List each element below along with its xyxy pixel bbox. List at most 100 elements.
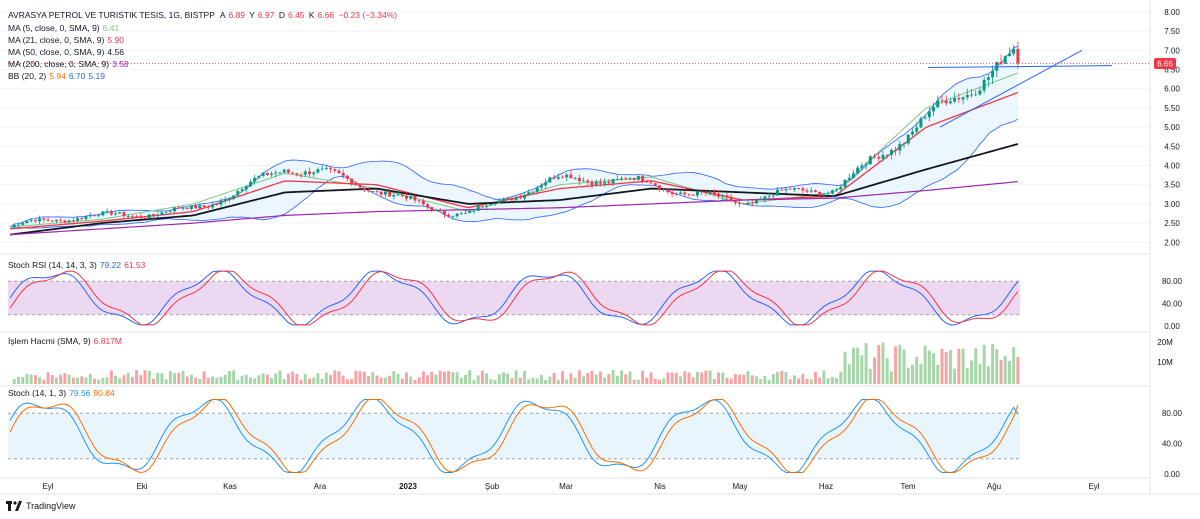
x-tick-label: Eyl (1088, 482, 1099, 491)
volume-bar (67, 374, 71, 384)
volume-bar (830, 377, 834, 384)
volume-bar (561, 371, 564, 384)
volume-bar (805, 378, 809, 384)
candle-body (611, 179, 615, 184)
volume-bar (185, 376, 189, 384)
candle-body (122, 212, 126, 217)
ma200-value: 3.58 (112, 59, 129, 69)
candle-body (333, 169, 337, 171)
x-tick-label: 2023 (399, 482, 417, 491)
volume-bar (725, 377, 729, 384)
candle-body (632, 178, 636, 180)
x-axis-labels: Eyl Eki Kas Ara 2023 Şub Mar Nis May Haz Tem Ağu Eyl (42, 482, 1099, 491)
candle-body (927, 111, 931, 118)
candle-body (978, 90, 982, 95)
stochrsi-d-value: 61.53 (124, 260, 146, 270)
candle-body (915, 127, 919, 132)
bb-label: BB (20, 2) (8, 71, 47, 81)
volume-bar (835, 377, 839, 384)
candle-body (894, 149, 898, 151)
volume-bar (767, 379, 771, 384)
candle-body (548, 177, 552, 183)
candle-body (1012, 48, 1016, 54)
volume-bar (868, 368, 872, 384)
volume-bar (181, 370, 185, 384)
stochrsi-k-line (9, 270, 1019, 326)
volume-bar (451, 371, 455, 384)
volume-bar (738, 374, 742, 384)
candle-body (417, 200, 421, 202)
candle-body (991, 70, 995, 78)
bollinger-bands (9, 45, 1019, 229)
y-axis-labels: 2.00 2.50 3.00 3.50 4.00 4.50 5.00 5.50 6.00 6.50… (1157, 8, 1182, 479)
candle-body (392, 195, 396, 197)
candle-body (17, 224, 21, 226)
candle-body (657, 185, 661, 190)
bb-lower-value: 5.19 (88, 71, 105, 81)
candle-body (607, 181, 611, 184)
tradingview-brand[interactable]: TradingView (6, 501, 76, 511)
volume-bar (455, 372, 459, 384)
candle-body (63, 220, 67, 223)
volume-bar (708, 370, 712, 384)
volume-bar (539, 374, 543, 384)
volume-bar (991, 343, 995, 384)
candle-body (670, 192, 674, 194)
candle-body (666, 189, 670, 193)
stochrsi-legend[interactable]: Stoch RSI (14, 14, 3, 3) 79.22 61.53 (8, 260, 148, 271)
volume-bar (948, 350, 952, 384)
open-value: 6.89 (228, 10, 246, 20)
ma50-label: MA (50, close, 0, SMA, 9) (8, 47, 105, 57)
volume-bar (337, 371, 341, 384)
trendlines[interactable] (8, 49, 1150, 128)
ma200-legend[interactable]: MA (200, close, 0, SMA, 9) 3.58 (8, 59, 132, 70)
candle-body (426, 204, 430, 208)
ma5-legend[interactable]: MA (5, close, 0, SMA, 9) 6.41 (8, 23, 122, 34)
volume-bar (421, 371, 425, 384)
stoch-k-line (9, 399, 1019, 473)
volume-bar (177, 372, 181, 384)
volume-bar (88, 373, 92, 384)
candle-body (885, 154, 889, 156)
candle-body (278, 172, 282, 174)
candle-body (919, 118, 923, 128)
volume-bar (721, 372, 725, 384)
stoch-d-line (9, 399, 1019, 473)
rsi-tick-label: 0.00 (1164, 322, 1180, 331)
candle-body (582, 180, 586, 182)
volume-bar (173, 373, 177, 384)
candle-body (485, 205, 489, 207)
candle-body (788, 188, 792, 190)
volume-bar (194, 377, 198, 384)
candle-body (160, 212, 164, 216)
candle-body (805, 190, 809, 192)
volume-bar (42, 379, 46, 384)
volume-legend[interactable]: İşlem Hacmi (SMA, 9) 6.817M (8, 336, 125, 347)
volume-bar (847, 363, 851, 384)
volume-bar (780, 370, 784, 384)
candle-body (480, 206, 484, 207)
ma21-legend[interactable]: MA (21, close, 0, SMA, 9) 5.90 (8, 35, 127, 46)
volume-bar (754, 376, 758, 384)
candle-body (126, 216, 130, 217)
candle-body (501, 198, 505, 201)
candle-body (792, 188, 796, 190)
candle-body (717, 193, 720, 197)
volume-bar (17, 376, 21, 384)
candle-body (227, 198, 231, 200)
candle-body (12, 224, 16, 227)
volume-bar (974, 348, 978, 384)
volume-bar (932, 353, 936, 384)
volume-bar (114, 375, 118, 384)
stoch-legend[interactable]: Stoch (14, 1, 3) 79.56 90.84 (8, 388, 118, 399)
ma50-legend[interactable]: MA (50, close, 0, SMA, 9) 4.56 (8, 47, 127, 58)
candle-body (539, 185, 543, 188)
volume-bar (792, 375, 796, 384)
candle-body (910, 131, 914, 135)
candle-body (219, 201, 223, 205)
volume-bar (670, 372, 674, 384)
bb-legend[interactable]: BB (20, 2) 5.94 6.70 5.19 (8, 71, 108, 82)
volume-bar (383, 377, 387, 384)
candle-body (763, 196, 767, 200)
